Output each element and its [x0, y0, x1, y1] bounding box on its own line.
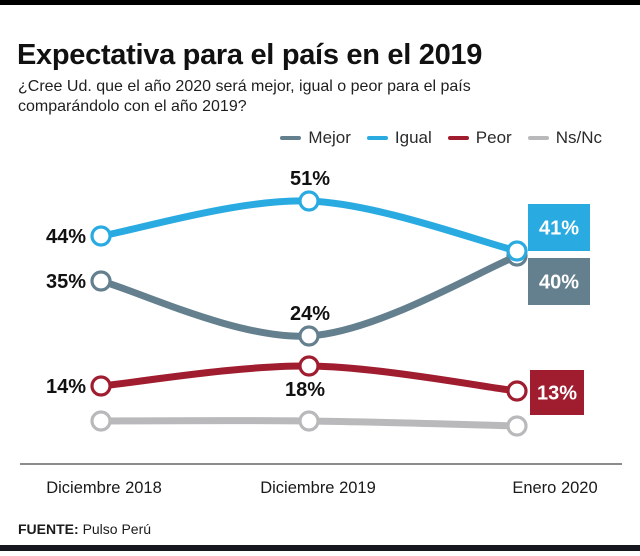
legend-swatch-nsnc-icon [527, 136, 549, 140]
legend-label-igual: Igual [394, 128, 432, 147]
bottom-accent-bar [0, 545, 640, 551]
point-marker-igual-2 [506, 240, 528, 262]
legend-swatch-igual-icon [366, 136, 388, 140]
value-box-label-igual: 41% [539, 218, 579, 240]
legend-item-nsnc: Ns/Nc [527, 128, 602, 148]
point-marker-peor-2 [506, 380, 528, 402]
value-label-peor-0: 14% [46, 376, 86, 398]
point-marker-nsnc-2 [506, 415, 528, 437]
legend-item-mejor: Mejor [280, 128, 351, 148]
value-box-mejor [528, 258, 590, 305]
source-value: Pulso Perú [82, 521, 152, 537]
chart-legend: Mejor Igual Peor Ns/Nc [0, 128, 602, 148]
point-marker-nsnc-1 [298, 410, 320, 432]
chart-subtitle-question: ¿Cree Ud. que el año 2020 será mejor, ig… [18, 78, 471, 115]
point-marker-igual-1 [298, 190, 320, 212]
point-marker-mejor-1 [298, 325, 320, 347]
x-axis-label-1: Diciembre 2019 [260, 479, 376, 497]
point-marker-peor-0 [90, 375, 112, 397]
source-label: FUENTE: [18, 521, 79, 537]
value-box-peor [530, 370, 584, 415]
value-box-label-peor: 13% [537, 383, 577, 405]
legend-item-peor: Peor [447, 128, 512, 148]
point-marker-mejor-0 [90, 270, 112, 292]
page-title: Expectativa para el país en el 2019 [17, 39, 483, 72]
value-box-label-mejor: 40% [539, 272, 579, 294]
value-label-mejor-0: 35% [46, 271, 86, 293]
value-label-peor-1: 18% [285, 379, 325, 401]
value-box-igual [528, 204, 590, 251]
value-label-igual-1: 51% [290, 168, 330, 190]
legend-label-mejor: Mejor [308, 128, 351, 147]
legend-label-nsnc: Ns/Nc [555, 128, 602, 147]
legend-swatch-mejor-icon [280, 136, 302, 140]
legend-item-igual: Igual [366, 128, 432, 148]
x-axis-label-2: Enero 2020 [512, 479, 597, 497]
point-marker-nsnc-0 [90, 410, 112, 432]
point-marker-igual-0 [90, 225, 112, 247]
legend-swatch-peor-icon [447, 136, 469, 140]
top-accent-bar [0, 0, 640, 5]
x-axis-label-0: Diciembre 2018 [46, 479, 162, 497]
source-note: FUENTE: Pulso Perú [18, 521, 151, 537]
value-label-mejor-1: 24% [290, 303, 330, 325]
point-marker-peor-1 [298, 355, 320, 377]
legend-label-peor: Peor [475, 128, 512, 147]
value-label-igual-0: 44% [46, 226, 86, 248]
